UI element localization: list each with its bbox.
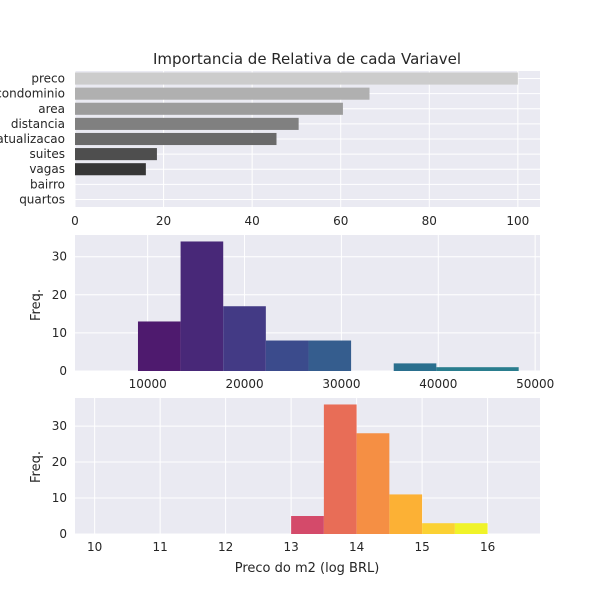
bar-condominio xyxy=(75,87,370,100)
price-histogram: 10000 20000 30000 40000 50000 0 10 20 30 xyxy=(52,235,554,391)
histogram-bar-7 xyxy=(436,367,519,371)
histogram-bar-2 xyxy=(323,404,357,534)
category-label-bairro: bairro xyxy=(30,177,65,191)
x-tick-label: 0 xyxy=(71,214,79,228)
y-tick-label: 30 xyxy=(52,419,67,433)
y-tick-label: 0 xyxy=(59,364,67,378)
x-tick-label: 16 xyxy=(480,540,495,554)
y-tick-label: 10 xyxy=(52,491,67,505)
x-tick-label: 11 xyxy=(153,540,168,554)
category-label-vagas: vagas xyxy=(29,162,65,176)
x-tick-label: 15 xyxy=(414,540,429,554)
y-tick-label: 30 xyxy=(52,250,67,264)
x-tick-label: 50000 xyxy=(516,377,554,391)
x-tick-label: 13 xyxy=(283,540,298,554)
category-label-area: area xyxy=(38,102,65,116)
histogram-bar-3 xyxy=(356,433,390,534)
bar-area xyxy=(75,102,343,115)
bar-atualizacao xyxy=(75,132,277,146)
x-tick-label: 10000 xyxy=(129,377,167,391)
category-label-condominio: condominio xyxy=(0,87,65,101)
importance-bar-chart: 0 20 40 60 80 100 precocondominioareadistancia… xyxy=(0,71,540,228)
x-tick-label: 60 xyxy=(333,214,348,228)
x-tick-label: 10 xyxy=(87,540,102,554)
bar-suites xyxy=(75,148,157,161)
bar-preco xyxy=(75,72,518,85)
bar-vagas xyxy=(75,163,146,176)
chart-title: Importancia de Relativa de cada Variavel xyxy=(153,50,461,68)
histogram-bar-6 xyxy=(393,363,437,371)
x-axis-label: Preco do m2 (log BRL) xyxy=(235,561,380,576)
y-tick-label: 0 xyxy=(59,527,67,541)
y-axis-label-histogram-2: Freq. xyxy=(29,451,44,483)
x-tick-label: 40 xyxy=(245,214,260,228)
x-tick-label: 14 xyxy=(349,540,364,554)
y-tick-label: 10 xyxy=(52,326,67,340)
x-tick-label: 20000 xyxy=(225,377,263,391)
histogram-bar-1 xyxy=(137,321,181,371)
category-label-suites: suites xyxy=(29,147,65,161)
x-tick-label: 30000 xyxy=(322,377,360,391)
x-tick-label: 12 xyxy=(218,540,233,554)
y-tick-label: 20 xyxy=(52,455,67,469)
bar-distancia xyxy=(75,117,299,130)
histogram-bar-5 xyxy=(308,340,352,371)
category-label-quartos: quartos xyxy=(19,192,65,206)
log-price-histogram: 10 11 12 13 14 15 16 0 10 20 30 xyxy=(52,398,540,554)
category-label-preco: preco xyxy=(31,72,65,86)
x-tick-label: 80 xyxy=(422,214,437,228)
histogram-bar-2 xyxy=(180,241,224,371)
x-tick-label: 20 xyxy=(156,214,171,228)
x-tick-label: 40000 xyxy=(419,377,457,391)
y-axis-label-histogram-1: Freq. xyxy=(29,289,44,321)
histogram-bar-4 xyxy=(389,494,423,534)
plot-background xyxy=(75,398,540,534)
category-label-distancia: distancia xyxy=(11,117,65,131)
histogram-bar-4 xyxy=(265,340,309,371)
histogram-bar-5 xyxy=(422,523,455,534)
category-label-atualizacao: atualizacao xyxy=(0,132,65,146)
y-tick-label: 20 xyxy=(52,288,67,302)
histogram-bar-6 xyxy=(454,523,488,534)
histogram-bar-1 xyxy=(291,516,324,534)
x-tick-label: 100 xyxy=(506,214,529,228)
histogram-bar-3 xyxy=(223,306,266,371)
